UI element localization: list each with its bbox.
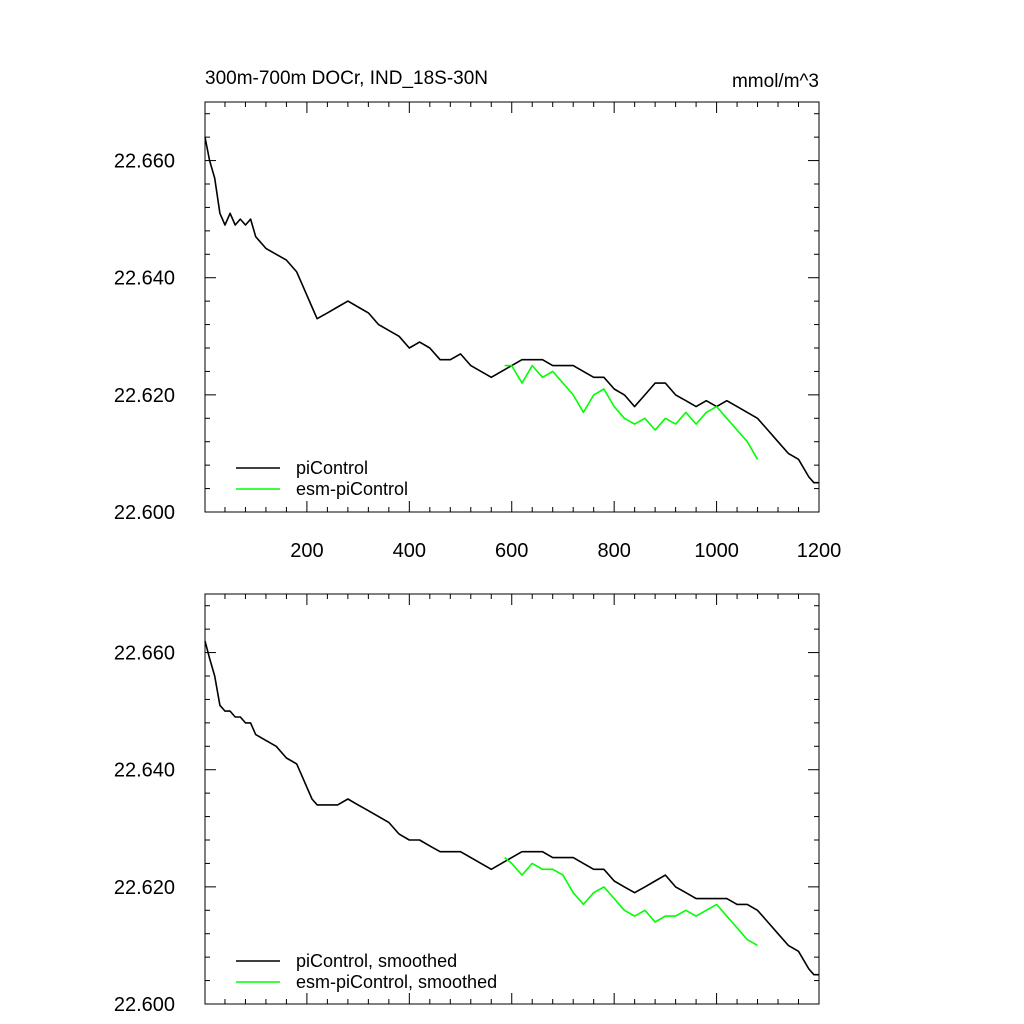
top-panel: 200 400 600 800 1000 1200 22.600 22.620 22.640 22…	[114, 101, 842, 562]
x-tick-label: 400	[393, 540, 426, 562]
y-tick-label: 22.620	[114, 385, 175, 407]
series-line-esm-picontrol	[504, 364, 759, 460]
x-tick-label: 600	[495, 540, 528, 562]
series-line-esm-picontrol	[504, 856, 758, 947]
x-tick-label: 1200	[797, 540, 842, 562]
y-tick-label: 22.640	[114, 760, 175, 782]
y-tick-label: 22.600	[114, 502, 175, 524]
y-tick-label: 22.660	[114, 151, 175, 173]
bottom-panel: 22.600 22.620 22.640 22.660 piControl, smoot…	[114, 593, 820, 1016]
legend-label: esm-piControl, smoothed	[296, 972, 497, 992]
series-line-picontrol	[204, 640, 819, 976]
y-tick-label: 22.660	[114, 643, 175, 665]
plot-frame	[204, 101, 820, 513]
units-label: mmol/m^3	[732, 71, 819, 92]
chart-title: 300m-700m DOCr, IND_18S-30N	[205, 68, 488, 89]
y-tick-label: 22.600	[114, 994, 175, 1016]
x-tick-label: 1000	[694, 540, 739, 562]
x-tick-label: 800	[597, 540, 630, 562]
legend-label: esm-piControl	[296, 479, 408, 499]
x-tick-label: 200	[290, 540, 323, 562]
y-tick-label: 22.640	[114, 268, 175, 290]
plot-frame	[204, 593, 820, 1005]
y-tick-label: 22.620	[114, 877, 175, 899]
legend-label: piControl	[296, 458, 368, 478]
legend-label: piControl, smoothed	[296, 951, 457, 971]
series-line-picontrol	[204, 136, 819, 484]
